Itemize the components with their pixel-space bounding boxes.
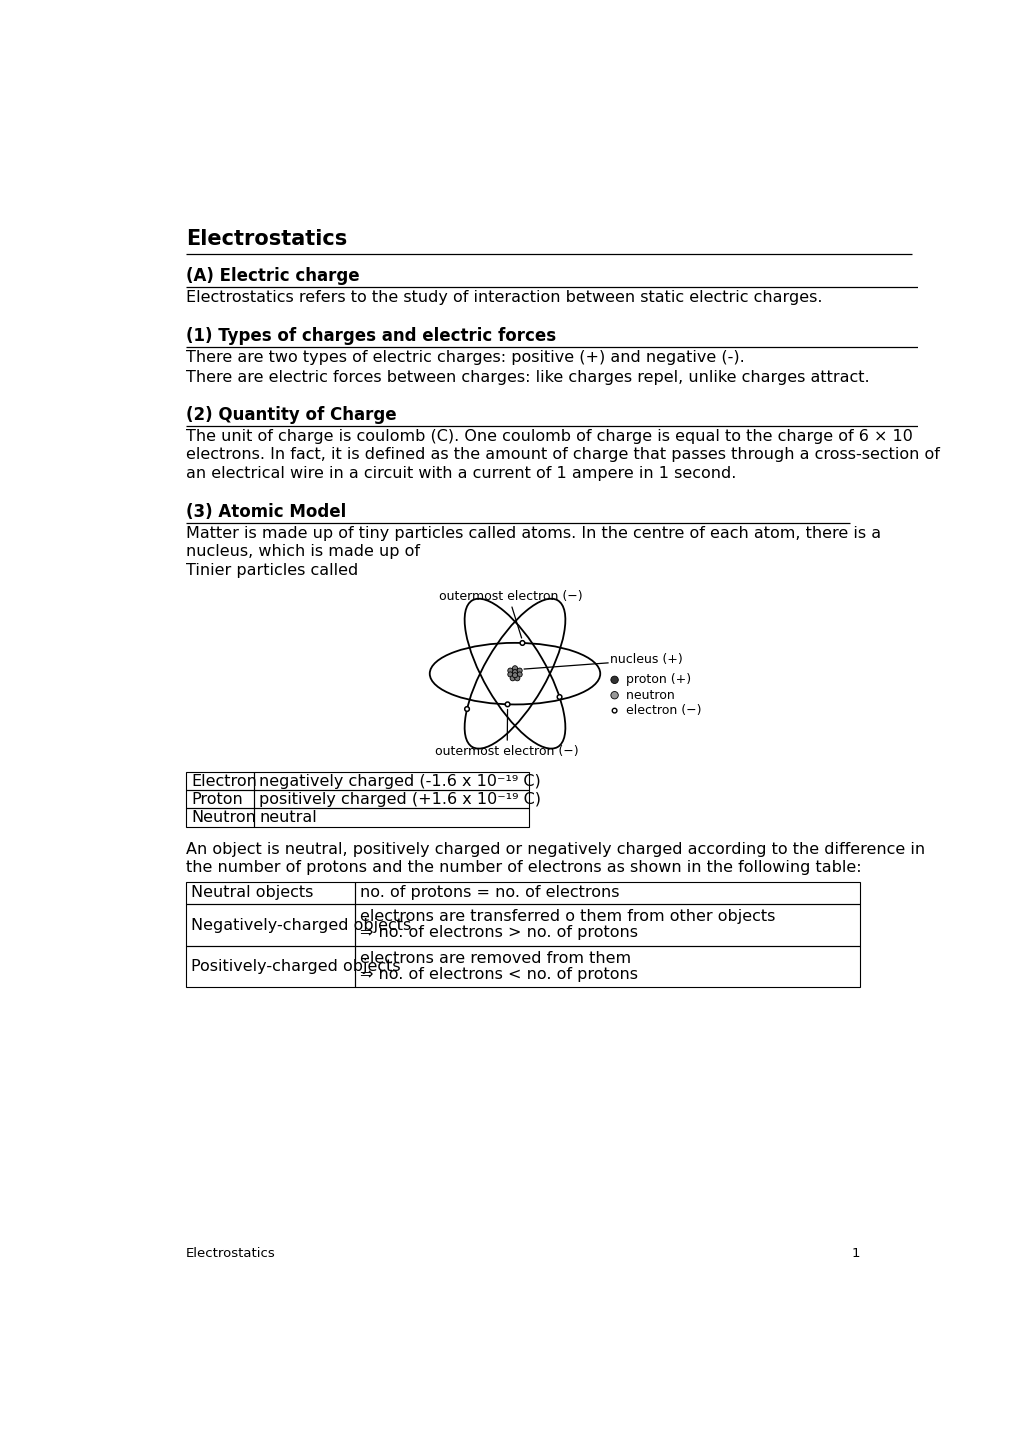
Text: an electrical wire in a circuit with a current of 1 ampere in 1 second.: an electrical wire in a circuit with a c…: [185, 466, 736, 481]
Circle shape: [515, 675, 520, 681]
Circle shape: [556, 694, 561, 700]
Circle shape: [512, 672, 517, 678]
Bar: [185, 945, 355, 987]
Text: Positively-charged objects: Positively-charged objects: [191, 960, 400, 974]
Bar: [355, 882, 859, 905]
Text: Electrostatics: Electrostatics: [185, 228, 346, 248]
Text: nucleus (+): nucleus (+): [609, 654, 682, 667]
Bar: [355, 905, 859, 945]
Circle shape: [611, 709, 616, 713]
Circle shape: [507, 668, 513, 672]
Text: 1: 1: [851, 1247, 859, 1260]
Text: neutral: neutral: [259, 810, 317, 825]
Text: There are electric forces between charges: like charges repel, unlike charges at: There are electric forces between charge…: [185, 369, 868, 384]
Text: proton (+): proton (+): [622, 674, 691, 687]
Text: electrons are removed from them: electrons are removed from them: [360, 951, 631, 965]
Bar: [355, 945, 859, 987]
Text: Tinier particles called: Tinier particles called: [185, 563, 363, 577]
Text: (A) Electric charge: (A) Electric charge: [185, 267, 359, 286]
Bar: [185, 791, 254, 808]
Circle shape: [520, 641, 524, 645]
Bar: [185, 772, 254, 791]
Text: Neutron: Neutron: [191, 810, 256, 825]
Bar: [185, 882, 355, 905]
Text: no. of protons = no. of electrons: no. of protons = no. of electrons: [360, 886, 619, 900]
Circle shape: [504, 703, 510, 707]
Text: Neutral objects: Neutral objects: [191, 886, 313, 900]
Text: Electrostatics: Electrostatics: [185, 1247, 275, 1260]
Text: ⇒ no. of electrons < no. of protons: ⇒ no. of electrons < no. of protons: [360, 967, 637, 981]
Text: The unit of charge is coulomb (C). One coulomb of charge is equal to the charge : The unit of charge is coulomb (C). One c…: [185, 429, 912, 444]
Text: electrons. In fact, it is defined as the amount of charge that passes through a : electrons. In fact, it is defined as the…: [185, 447, 938, 462]
Text: Matter is made up of tiny particles called atoms. In the centre of each atom, th: Matter is made up of tiny particles call…: [185, 525, 879, 541]
Circle shape: [465, 707, 469, 711]
Circle shape: [610, 677, 618, 684]
Text: nucleus, which is made up of: nucleus, which is made up of: [185, 544, 424, 560]
Text: electrons are transferred o them from other objects: electrons are transferred o them from ot…: [360, 909, 774, 925]
Text: Electron: Electron: [191, 773, 257, 789]
Text: positively charged (+1.6 x 10⁻¹⁹ C): positively charged (+1.6 x 10⁻¹⁹ C): [259, 792, 541, 807]
Bar: [254, 791, 529, 808]
Text: outermost electron (−): outermost electron (−): [435, 745, 579, 758]
Text: Proton: Proton: [191, 792, 243, 807]
Circle shape: [517, 672, 522, 677]
Text: (1) Types of charges and electric forces: (1) Types of charges and electric forces: [185, 328, 555, 345]
Circle shape: [507, 672, 513, 677]
Text: Negatively-charged objects: Negatively-charged objects: [191, 918, 411, 932]
Bar: [185, 905, 355, 945]
Text: neutron: neutron: [622, 688, 674, 701]
Circle shape: [610, 691, 618, 698]
Text: electron (−): electron (−): [622, 704, 701, 717]
Bar: [254, 808, 529, 827]
Text: negatively charged (-1.6 x 10⁻¹⁹ C): negatively charged (-1.6 x 10⁻¹⁹ C): [259, 773, 540, 789]
Circle shape: [512, 670, 517, 675]
Circle shape: [517, 668, 522, 672]
Text: outermost electron (−): outermost electron (−): [439, 590, 583, 603]
Circle shape: [512, 665, 517, 671]
Text: the number of protons and the number of electrons as shown in the following tabl: the number of protons and the number of …: [185, 860, 860, 874]
Text: (2) Quantity of Charge: (2) Quantity of Charge: [185, 405, 395, 424]
Text: (3) Atomic Model: (3) Atomic Model: [185, 502, 345, 521]
Text: Electrostatics refers to the study of interaction between static electric charge: Electrostatics refers to the study of in…: [185, 290, 821, 306]
Text: There are two types of electric charges: positive (+) and negative (-).: There are two types of electric charges:…: [185, 351, 744, 365]
Bar: [254, 772, 529, 791]
Bar: [185, 808, 254, 827]
Circle shape: [510, 675, 515, 681]
Text: An object is neutral, positively charged or negatively charged according to the : An object is neutral, positively charged…: [185, 841, 924, 857]
Text: ⇒ no. of electrons > no. of protons: ⇒ no. of electrons > no. of protons: [360, 925, 637, 939]
